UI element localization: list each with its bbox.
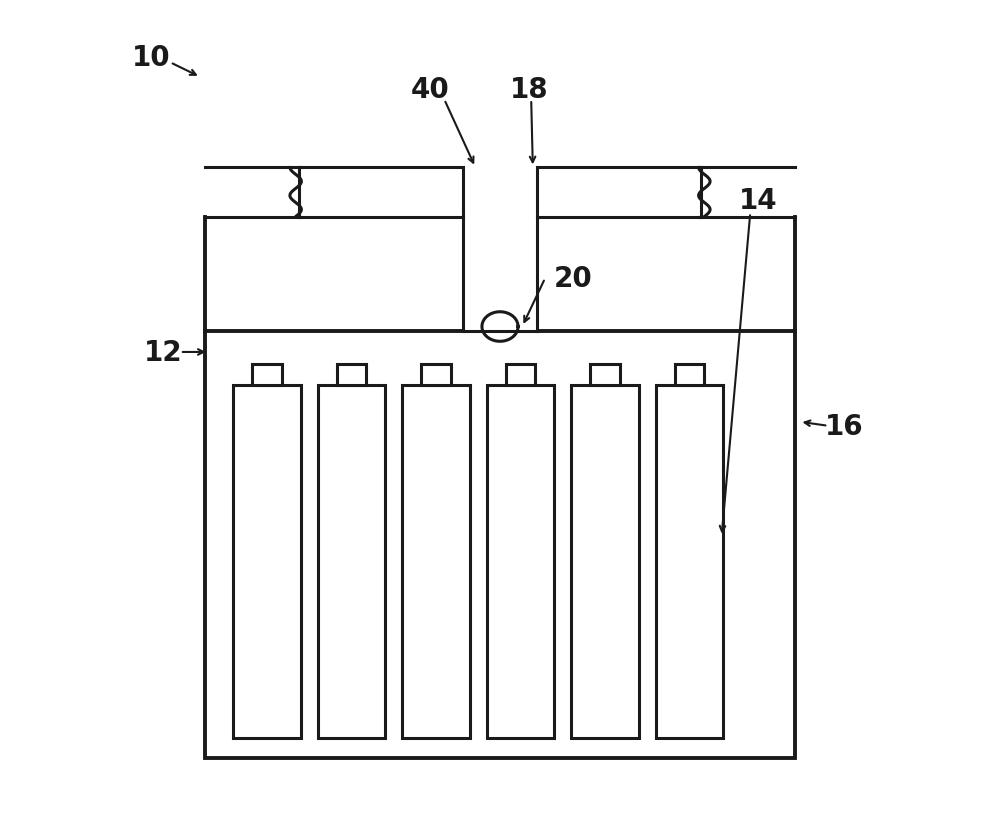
Bar bbox=[205, 332, 795, 758]
Bar bbox=[656, 385, 723, 738]
Bar bbox=[487, 385, 554, 738]
Text: 18: 18 bbox=[509, 76, 548, 104]
Bar bbox=[402, 385, 470, 738]
Text: 16: 16 bbox=[825, 412, 864, 440]
Text: 14: 14 bbox=[739, 187, 778, 215]
Text: 12: 12 bbox=[144, 339, 183, 367]
Polygon shape bbox=[463, 168, 537, 332]
Bar bbox=[590, 365, 620, 385]
Polygon shape bbox=[291, 168, 709, 217]
Bar bbox=[252, 365, 282, 385]
Text: 10: 10 bbox=[132, 43, 171, 71]
Bar bbox=[337, 365, 366, 385]
Bar bbox=[233, 385, 301, 738]
Text: 40: 40 bbox=[411, 76, 450, 104]
Bar bbox=[675, 365, 704, 385]
Bar bbox=[318, 385, 385, 738]
Text: 20: 20 bbox=[553, 265, 592, 293]
Bar bbox=[506, 365, 535, 385]
Bar bbox=[571, 385, 639, 738]
Bar bbox=[421, 365, 451, 385]
